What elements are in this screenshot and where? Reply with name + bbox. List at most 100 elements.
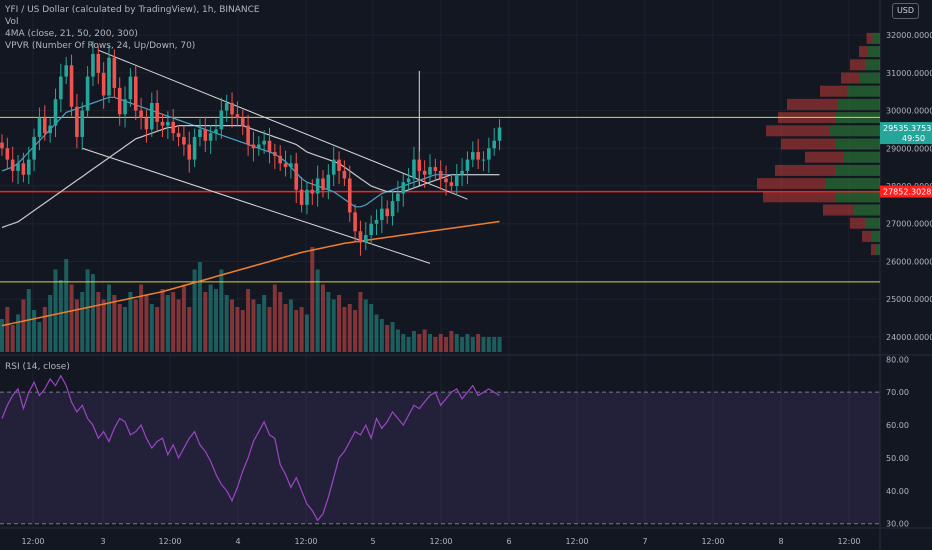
volume-bar-27: [144, 295, 149, 352]
candle-body-41: [219, 110, 224, 130]
volume-bar-65: [347, 304, 352, 352]
time-tick-2: 12:00: [158, 537, 181, 546]
volume-bar-79: [422, 329, 427, 352]
candle-body-87: [465, 159, 470, 171]
time-tick-3: 4: [235, 537, 240, 546]
volume-bar-89: [476, 334, 481, 352]
vpvr-up-2: [865, 59, 880, 71]
price-marker-label-1: 27852.30287: [883, 188, 932, 197]
volume-bar-21: [112, 295, 117, 352]
price-tick-0: 24000.000000: [886, 333, 932, 342]
time-tick-7: 6: [506, 537, 511, 546]
volume-bar-63: [337, 295, 342, 352]
candle-body-74: [396, 193, 400, 202]
volume-bar-2: [10, 325, 15, 352]
candle-body-32: [171, 121, 175, 134]
vpvr-up-5: [838, 98, 880, 110]
candle-body-64: [342, 170, 347, 179]
candle-body-47: [251, 144, 256, 149]
candle-body-70: [374, 219, 379, 224]
volume-bar-42: [224, 295, 229, 352]
volume-bar-19: [101, 299, 106, 352]
price-tick-8: 32000.000000: [886, 31, 932, 40]
vpvr-up-16: [875, 244, 880, 256]
candle-body-75: [401, 182, 406, 194]
volume-bar-12: [64, 259, 69, 352]
vpvr-up-4: [847, 85, 880, 97]
candle-body-38: [203, 129, 208, 141]
ma50-line: [1, 125, 500, 229]
volume-bar-30: [160, 289, 165, 352]
volume-bar-6: [32, 310, 37, 352]
candle-body-4: [21, 163, 26, 175]
volume-bar-54: [288, 299, 293, 352]
volume-bar-7: [37, 322, 42, 352]
candle-body-8: [43, 118, 47, 134]
candle-body-28: [150, 103, 154, 130]
candle-body-1: [5, 148, 10, 160]
candle-body-18: [96, 53, 101, 73]
candle-body-16: [85, 76, 90, 111]
candle-body-50: [267, 140, 272, 153]
candle-body-43: [230, 103, 234, 115]
rsi-tick-2: 50.00: [886, 454, 909, 463]
volume-bar-20: [107, 284, 111, 352]
volume-bar-3: [16, 314, 21, 352]
candle-body-25: [133, 76, 138, 111]
candle-body-69: [369, 223, 373, 236]
volume-bar-14: [74, 299, 79, 352]
volume-bar-77: [411, 331, 416, 352]
candle-body-27: [144, 118, 149, 130]
volume-bar-40: [214, 289, 218, 352]
candle-body-30: [160, 121, 165, 126]
candlesticks: [0, 41, 502, 256]
price-tick-1: 25000.000000: [886, 295, 932, 304]
volume-bar-62: [331, 299, 336, 352]
volume-bar-24: [128, 292, 133, 352]
volume-bar-66: [353, 310, 358, 352]
vpvr-down-14: [850, 217, 865, 229]
vpvr-down-8: [781, 138, 835, 150]
volume-bar-8: [42, 307, 47, 352]
volume-bar-16: [85, 269, 90, 352]
volume-bar-17: [90, 274, 95, 352]
moving-averages: [1, 96, 500, 327]
vpvr-up-11: [826, 178, 880, 190]
candle-body-34: [182, 136, 186, 145]
vpvr-up-13: [853, 204, 880, 216]
candle-body-19: [101, 72, 106, 96]
candle-body-20: [107, 57, 111, 96]
rsi-tick-0: 30.00: [886, 520, 909, 529]
vpvr-up-9: [844, 151, 880, 163]
volume-bar-46: [246, 289, 251, 352]
volume-bar-4: [21, 299, 26, 352]
candle-body-91: [487, 148, 491, 160]
vpvr-down-7: [766, 125, 829, 137]
candle-body-82: [438, 170, 443, 179]
volume-bar-84: [449, 331, 454, 352]
price-tick-2: 26000.000000: [886, 257, 932, 266]
volume-bar-35: [187, 307, 192, 352]
volume-bar-31: [165, 295, 170, 352]
candle-body-44: [235, 114, 240, 119]
volume-bar-1: [5, 307, 10, 352]
candle-body-88: [471, 152, 475, 160]
candle-body-36: [192, 136, 197, 160]
candle-body-63: [337, 159, 341, 171]
candle-body-0: [0, 142, 4, 149]
candle-body-51: [273, 152, 277, 156]
time-tick-12: 12:00: [837, 537, 860, 546]
volume-bar-83: [444, 337, 449, 352]
currency-button[interactable]: USD: [892, 3, 919, 19]
candle-body-68: [364, 235, 368, 243]
volume-bar-92: [492, 337, 497, 352]
candle-body-31: [166, 121, 170, 126]
volume-bar-32: [171, 292, 176, 352]
time-tick-10: 12:00: [701, 537, 724, 546]
volume-bar-90: [481, 337, 486, 352]
volume-bar-18: [96, 292, 101, 352]
volume-bar-28: [149, 304, 154, 352]
candle-body-53: [283, 163, 288, 168]
vpvr-down-5: [787, 98, 838, 110]
